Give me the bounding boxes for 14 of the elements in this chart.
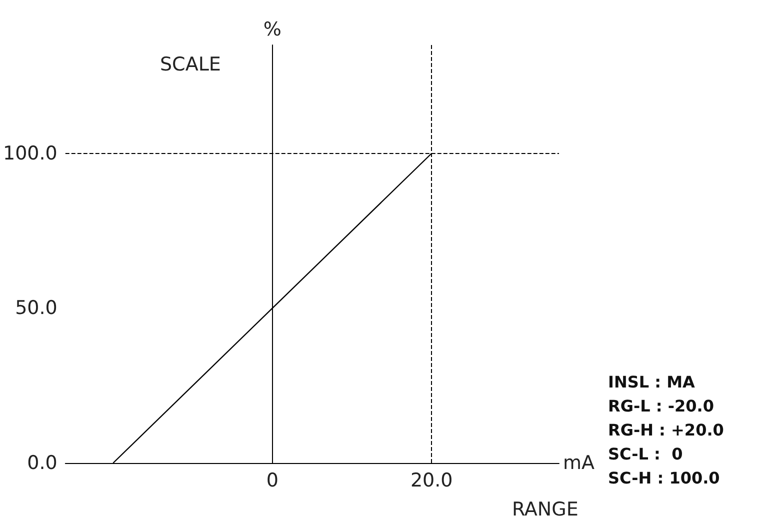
text: RG-L : -20.0 (608, 396, 714, 416)
x-axis-title: mA (563, 452, 595, 474)
x-tick-label: 0 (266, 470, 278, 492)
text: RG-H : +20.0 (608, 420, 724, 440)
text: SC-H : 100.0 (608, 468, 720, 488)
annotation: SCALE (160, 54, 221, 76)
x-tick-label: 20.0 (410, 470, 453, 492)
y-axis-title: % (263, 18, 282, 40)
y-tick-label: 0.0 (27, 452, 58, 474)
y-tick-label: 50.0 (15, 297, 58, 320)
text: INSL : MA (608, 372, 696, 392)
text: SC-L : 0 (608, 444, 683, 464)
text: RANGE (512, 498, 578, 520)
y-tick-label: 100.0 (2, 142, 58, 164)
